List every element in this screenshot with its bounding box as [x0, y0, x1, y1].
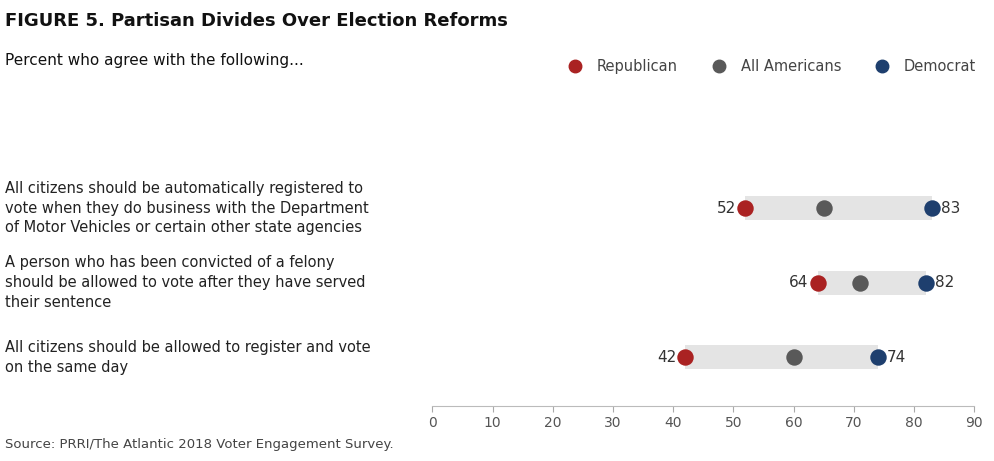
Point [924, 204, 940, 212]
Point [810, 279, 826, 286]
Bar [685, 345, 878, 369]
Text: FIGURE 5. Partisan Divides Over Election Reforms: FIGURE 5. Partisan Divides Over Election… [5, 12, 508, 30]
Text: All citizens should be allowed to register and vote
on the same day: All citizens should be allowed to regist… [5, 340, 371, 375]
Point [870, 354, 886, 361]
Point [738, 204, 753, 212]
Text: 82: 82 [935, 275, 954, 290]
Point [785, 354, 801, 361]
Point [677, 354, 693, 361]
Text: 64: 64 [789, 275, 808, 290]
Text: Source: PRRI/The Atlantic 2018 Voter Engagement Survey.: Source: PRRI/The Atlantic 2018 Voter Eng… [5, 438, 394, 451]
Text: 42: 42 [657, 350, 676, 365]
Point [852, 279, 868, 286]
Bar [818, 271, 926, 295]
Point [816, 204, 832, 212]
Point [918, 279, 934, 286]
Legend: Republican, All Americans, Democrat: Republican, All Americans, Democrat [555, 53, 982, 80]
Text: 83: 83 [941, 201, 960, 216]
Text: A person who has been convicted of a felony
should be allowed to vote after they: A person who has been convicted of a fel… [5, 255, 366, 310]
Text: 74: 74 [887, 350, 907, 365]
Text: 52: 52 [717, 201, 737, 216]
Text: Percent who agree with the following...: Percent who agree with the following... [5, 53, 304, 68]
Bar [746, 196, 932, 220]
Text: All citizens should be automatically registered to
vote when they do business wi: All citizens should be automatically reg… [5, 181, 369, 236]
